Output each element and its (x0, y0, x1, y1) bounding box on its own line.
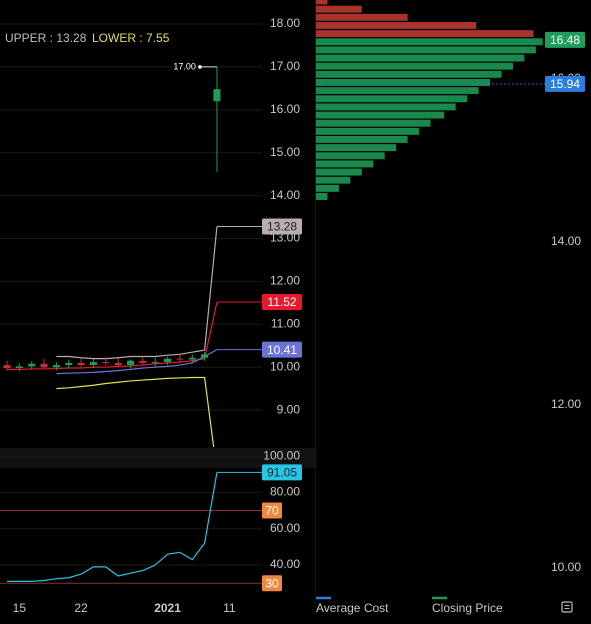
price-plot (3, 66, 221, 447)
y-tick-label: 9.00 (277, 402, 301, 416)
cost-bar (316, 87, 479, 95)
y-tick-label: 100.00 (263, 448, 300, 462)
high-label: 17.00 (173, 61, 196, 71)
rsi-level-tag-box (262, 575, 282, 592)
candle-body (52, 365, 60, 368)
average-cost-tag-box (545, 75, 585, 92)
candle-body (114, 362, 122, 366)
cost-bar (316, 0, 328, 5)
series-value-tag: 10.41 (267, 343, 297, 357)
rsi-level-tag: 70 (265, 504, 279, 518)
y-tick-label: 17.00 (270, 59, 300, 73)
y-tick-label: 12.00 (270, 274, 300, 288)
cost-bar (316, 38, 543, 46)
candle-body (213, 89, 221, 102)
cost-bar (316, 127, 420, 135)
band-line (56, 376, 215, 447)
legend-label: Closing Price (432, 601, 503, 615)
band-line (56, 226, 218, 360)
lower-header: LOWER : 7.55 (92, 31, 170, 45)
cost-bar (316, 70, 502, 78)
cost-bar (316, 13, 408, 21)
cost-bar (316, 168, 362, 176)
average-cost-tag: 15.94 (550, 77, 580, 91)
series-value-tag: 13.28 (267, 220, 297, 234)
candle-body (3, 365, 11, 369)
candle-body (201, 354, 209, 358)
y-tick-label: 14.00 (551, 234, 581, 248)
rsi-level-tag: 30 (265, 576, 279, 590)
settings-icon[interactable] (561, 601, 573, 613)
cost-bar (316, 30, 534, 38)
y-tick-label: 11.00 (271, 316, 300, 330)
y-tick-label: 80.00 (270, 485, 300, 499)
cost-bar (316, 21, 477, 29)
y-tick-label: 15.00 (270, 145, 300, 159)
close-tag: 16.48 (550, 33, 580, 47)
cost-bar (316, 176, 351, 184)
band-line (7, 301, 218, 370)
cost-bar (316, 119, 431, 127)
cost-bar (316, 160, 374, 168)
y-tick-label: 10.00 (551, 560, 581, 574)
cost-bar (316, 5, 362, 13)
close-tag-box (545, 31, 585, 48)
candle-body (176, 358, 184, 360)
rsi-level-tag-box (262, 502, 282, 519)
candle-body (151, 362, 159, 364)
y-tick-label: 16.00 (270, 102, 300, 116)
candle-body (139, 360, 147, 363)
x-tick-label: 11 (223, 601, 236, 615)
cost-bar (316, 184, 339, 192)
candle-body (89, 362, 97, 366)
cost-bar (316, 79, 491, 86)
candle-body (65, 362, 73, 366)
candle-body (28, 363, 36, 367)
cost-bar (316, 103, 456, 111)
high-marker-dot (198, 65, 202, 69)
cost-bar (316, 54, 525, 62)
candle-body (77, 362, 85, 366)
y-tick-label: 12.00 (551, 397, 581, 411)
y-tick-label: 18.00 (270, 16, 300, 30)
candle-body (164, 358, 172, 363)
x-tick-label: 15 (13, 601, 27, 615)
candle-body (40, 363, 48, 368)
upper-header: UPPER : 13.28 (5, 31, 87, 45)
pane-separator (0, 448, 315, 468)
series-value-tag-box (262, 218, 302, 235)
cost-bar (316, 95, 468, 103)
candle-body (15, 366, 23, 369)
y-tick-label: 60.00 (270, 521, 300, 535)
legend-label: Average Cost (316, 601, 389, 615)
y-tick-label: 40.00 (270, 557, 300, 571)
candle-body (188, 357, 196, 360)
cost-bar (316, 136, 408, 143)
rsi-plot (7, 472, 218, 582)
cost-bar (316, 46, 536, 54)
cost-bar (316, 193, 328, 200)
rsi-value-tag: 91.05 (267, 466, 297, 480)
y-tick-label: 14.00 (270, 188, 300, 202)
series-value-tag: 11.52 (267, 295, 296, 309)
series-value-tag-box (262, 341, 302, 358)
cost-bar (316, 144, 397, 152)
candle-body (127, 360, 134, 366)
y-tick-label: 10.00 (270, 359, 300, 373)
band-line (56, 349, 218, 375)
series-value-tag-box (262, 294, 302, 311)
rsi-value-tag-box (262, 464, 302, 481)
icon-frame[interactable] (561, 601, 573, 613)
rsi-line (7, 472, 218, 582)
x-tick-label: 22 (74, 601, 88, 615)
cost-bar (316, 152, 385, 160)
candle-body (102, 362, 110, 364)
x-tick-label: 2021 (154, 601, 181, 615)
cost-bar (316, 62, 513, 70)
cost-bar (316, 111, 445, 119)
